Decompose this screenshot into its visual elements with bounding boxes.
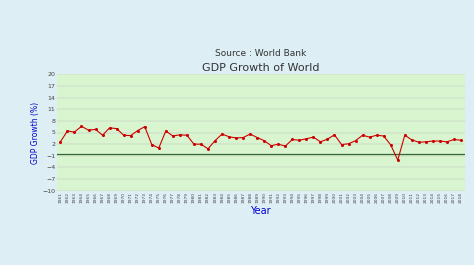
- Title: GDP Growth of World: GDP Growth of World: [202, 63, 319, 73]
- X-axis label: Year: Year: [250, 206, 271, 216]
- Text: Source : World Bank: Source : World Bank: [215, 49, 306, 58]
- Y-axis label: GDP Growth (%): GDP Growth (%): [31, 101, 40, 164]
